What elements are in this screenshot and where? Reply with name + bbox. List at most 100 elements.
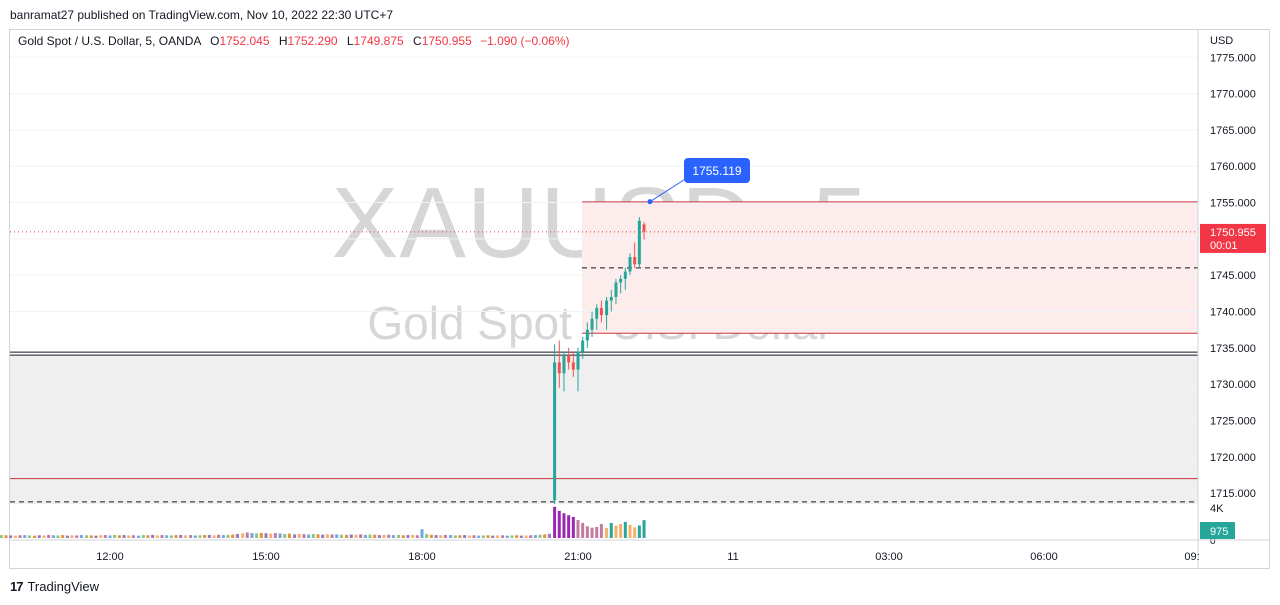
chart-frame[interactable] [9,29,1270,569]
x-tick-label: 18:00 [408,551,436,563]
volume-bar [614,525,618,538]
volume-bar [231,534,235,538]
y-tick-label: 1765.000 [1210,125,1256,137]
volume-bar [245,532,249,538]
volume-bar [307,534,311,538]
volume-bar [302,534,306,538]
volume-bar [439,535,443,538]
volume-bar [179,534,183,538]
volume-bar [359,534,363,538]
publisher-line: banramat27 published on TradingView.com,… [10,8,394,22]
y-tick-label: 1745.000 [1210,270,1256,282]
candle-body [605,300,609,316]
candle-body [562,355,566,374]
volume-bar [642,520,646,538]
volume-bar [515,535,519,538]
volume-bar [567,515,571,538]
candle-body [642,224,646,232]
volume-bar [623,521,627,538]
candle-body [599,307,603,316]
x-tick-label: 06:00 [1030,551,1058,563]
candle-body [633,257,637,265]
y-tick-label: 1730.000 [1210,379,1256,391]
volume-bar [250,533,254,538]
volume-bar [382,534,386,538]
volume-bar [165,535,169,538]
ohlc-legend: Gold Spot / U.S. Dollar, 5, OANDA O1752.… [18,34,570,48]
volume-bar [505,535,509,538]
volume-bar [547,533,551,538]
tradingview-logo-icon[interactable]: 17 [10,579,24,594]
volume-bar [273,533,277,538]
volume-bar [0,535,3,538]
x-tick-label: 09: [1184,551,1199,563]
volume-bar [146,535,150,538]
symbol-label[interactable]: Gold Spot / U.S. Dollar, 5, OANDA [18,34,201,48]
volume-bar [155,535,159,538]
volume-bar [581,522,585,538]
volume-bar [108,535,112,538]
footer: 17 TradingView [10,579,99,594]
volume-bar [443,534,447,538]
open-value: 1752.045 [219,34,270,48]
y-tick-label: 1740.000 [1210,307,1256,319]
volume-bar [595,527,599,538]
candle-body [553,362,557,501]
zone-1 [10,355,1198,504]
volume-bar [27,535,31,538]
volume-bar [339,534,343,538]
volume-bar [363,534,367,538]
volume-bar [198,535,202,538]
volume-bar [141,535,145,538]
y-tick-label: 1720.000 [1210,452,1256,464]
candle-body [595,307,599,319]
volume-bar [85,535,89,538]
candle-body [557,362,561,374]
volume-bar [287,533,291,538]
volume-bar [122,535,126,538]
volume-bar [529,535,533,538]
candle-body [571,362,575,370]
volume-bar [387,534,391,538]
volume-bar [203,535,207,538]
candle-body [628,257,632,272]
volume-bar [117,535,121,538]
volume-bar [151,534,155,538]
volume-bar [519,535,523,538]
close-value: 1750.955 [421,34,472,48]
volume-bar [37,535,41,538]
candle-body [585,329,589,341]
volume-bar [33,535,37,538]
volume-bar [524,535,528,538]
volume-bar [377,535,381,538]
volume-bar [183,535,187,538]
volume-bar [137,535,141,538]
volume-bar [345,534,349,538]
volume-bar [463,535,467,538]
volume-bar [585,526,589,538]
low-value: 1749.875 [353,34,404,48]
volume-bar [543,534,547,538]
volume-bar [207,534,211,538]
y-tick-label: 1755.000 [1210,198,1256,210]
volume-bar [316,534,320,538]
volume-bar [425,533,429,538]
candle-body [581,340,585,352]
volume-bar [330,534,334,538]
y-tick-label: 1770.000 [1210,89,1256,101]
currency-label: USD [1210,35,1233,47]
y-tick-label: 1760.000 [1210,161,1256,173]
y-tick-label: 1715.000 [1210,488,1256,500]
volume-bar [9,535,13,538]
volume-bar [212,535,216,538]
volume-bar [94,535,98,538]
x-tick-label: 21:00 [564,551,592,563]
volume-bar [557,510,561,538]
volume-bar [538,534,542,538]
volume-bar [335,534,339,538]
volume-bar [70,535,74,538]
volume-bar [103,535,107,538]
volume-bar [495,535,499,538]
volume-bar [501,535,505,538]
